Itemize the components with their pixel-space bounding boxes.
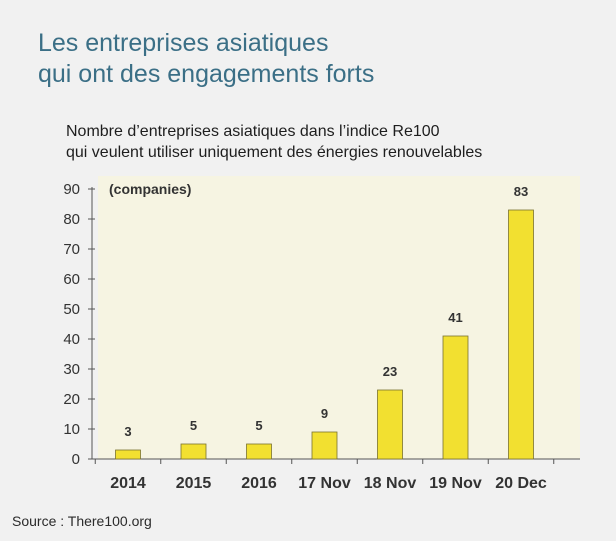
y-tick-label-0: 0 <box>72 451 80 468</box>
x-tick-label-5: 18 Nov <box>364 475 417 492</box>
x-tick-label-1: 2014 <box>110 475 146 492</box>
chart-subtitle-line-2: qui veulent utiliser uniquement des éner… <box>66 144 483 161</box>
y-tick-label-50: 50 <box>63 301 80 318</box>
x-tick-label-4: 17 Nov <box>298 475 351 492</box>
bar-4 <box>311 431 338 460</box>
bar-7 <box>508 209 534 460</box>
data-label-1: 3 <box>124 424 131 439</box>
bar-2 <box>180 443 207 460</box>
data-label-3: 5 <box>255 418 262 433</box>
chart-subtitle: Nombre d’entreprises asiatiques dans l’i… <box>66 121 482 163</box>
y-tick-label-30: 30 <box>63 361 80 378</box>
bar-1 <box>115 449 141 460</box>
data-label-2: 5 <box>190 418 197 433</box>
source-note: Source : There100.org <box>12 513 152 529</box>
chart-heading-line-2: qui ont des engagements forts <box>38 60 375 88</box>
data-label-5: 23 <box>383 364 397 379</box>
bar-3 <box>246 443 272 460</box>
y-tick-label-60: 60 <box>63 271 80 288</box>
y-tick-label-10: 10 <box>63 421 80 438</box>
data-label-7: 83 <box>514 184 528 199</box>
x-tick-label-3: 2016 <box>241 475 277 492</box>
y-tick-label-20: 20 <box>63 391 80 408</box>
y-tick-label-80: 80 <box>63 211 80 228</box>
y-tick-label-70: 70 <box>63 241 80 258</box>
bar-chart-svg: 0 10 20 30 40 50 60 70 80 90 (companies) 3 2014 5 2015… <box>63 176 580 492</box>
y-tick-label-90: 90 <box>63 181 80 198</box>
bar-6 <box>442 335 469 460</box>
chart-heading-line-1: Les entreprises asiatiques <box>38 29 329 57</box>
data-label-4: 9 <box>321 406 328 421</box>
y-tick-label-40: 40 <box>63 331 80 348</box>
bar-chart: 0 10 20 30 40 50 60 70 80 90 (companies) 3 2014 5 2015… <box>40 174 616 496</box>
y-axis-label: (companies) <box>109 181 191 197</box>
data-label-6: 41 <box>448 310 462 325</box>
x-tick-label-6: 19 Nov <box>429 475 482 492</box>
x-tick-label-7: 20 Dec <box>495 475 547 492</box>
bar-5 <box>377 389 403 460</box>
plot-area <box>98 176 580 459</box>
chart-heading: Les entreprises asiatiques qui ont des e… <box>38 28 374 90</box>
x-tick-label-2: 2015 <box>176 475 212 492</box>
chart-subtitle-line-1: Nombre d’entreprises asiatiques dans l’i… <box>66 123 440 140</box>
